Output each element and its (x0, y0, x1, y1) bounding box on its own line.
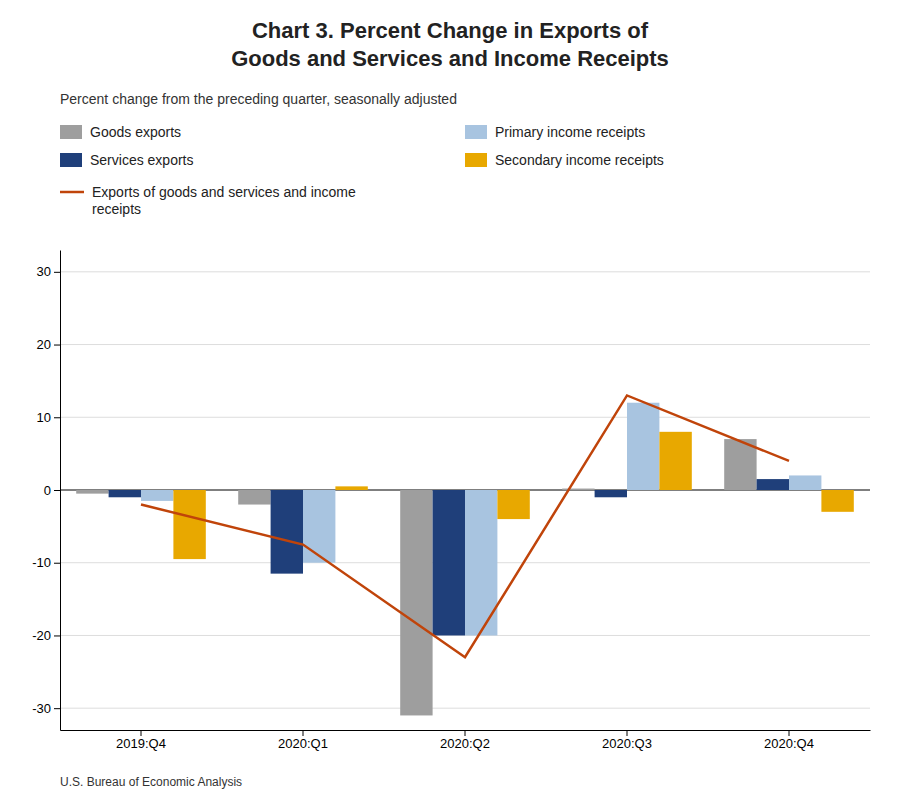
bar-series (141, 403, 821, 636)
y-tick-mark (54, 563, 60, 564)
bar (400, 490, 432, 715)
bar (562, 489, 594, 490)
legend-label: Primary income receipts (495, 124, 645, 140)
legend-swatch (60, 125, 82, 139)
x-tick-label: 2020:Q2 (440, 736, 490, 751)
x-tick: 2020:Q3 (602, 730, 652, 751)
bar-series (109, 479, 789, 635)
legend-item: Primary income receipts (465, 124, 645, 140)
x-axis: 2019:Q4 2020:Q1 2020:Q2 2020:Q3 2020:Q4 (61, 730, 871, 751)
x-tick: 2020:Q2 (440, 730, 490, 751)
legend-swatch (465, 153, 487, 167)
y-tick: -30 (32, 701, 60, 716)
legend-swatch (60, 191, 84, 194)
x-tick-mark (141, 730, 142, 736)
legend-item: Secondary income receipts (465, 152, 664, 168)
y-tick: 20 (37, 337, 60, 352)
x-tick: 2020:Q4 (764, 730, 814, 751)
x-tick-label: 2020:Q3 (602, 736, 652, 751)
legend: Goods exports Services exports Primary inc… (60, 124, 664, 217)
x-tick-label: 2020:Q1 (278, 736, 328, 751)
legend-item: Goods exports (60, 124, 181, 140)
x-tick-label: 2020:Q4 (764, 736, 814, 751)
chart-svg: Chart 3. Percent Change in Exports ofGoo… (0, 0, 900, 800)
bar (271, 490, 303, 574)
y-tick-mark (54, 708, 60, 709)
line (141, 395, 789, 657)
grid-line (60, 344, 870, 345)
y-tick-mark (54, 417, 60, 418)
bar (173, 490, 205, 559)
x-tick-mark (465, 730, 466, 736)
legend-label: Services exports (90, 152, 193, 168)
y-tick-mark (54, 272, 60, 273)
y-tick: 30 (37, 264, 60, 279)
y-tick-mark (54, 490, 60, 491)
y-tick: -20 (32, 628, 60, 643)
bar (627, 403, 659, 490)
bar (497, 490, 529, 519)
grid-line (60, 271, 870, 272)
bar (821, 490, 853, 512)
legend-swatch (465, 125, 487, 139)
title: Chart 3. Percent Change in Exports ofGoo… (231, 18, 669, 71)
subtitle: Percent change from the preceding quarte… (60, 91, 457, 107)
y-tick-label: -10 (32, 555, 51, 570)
y-tick: 0 (44, 483, 60, 498)
x-tick-mark (303, 730, 304, 736)
y-tick-label: 30 (37, 264, 51, 279)
legend-item: Exports of goods and services and income… (60, 184, 356, 217)
bar (433, 490, 465, 635)
y-tick-label: 10 (37, 410, 51, 425)
x-tick: 2020:Q1 (278, 730, 328, 751)
plot: -30 -20 -10 0 10 20 30 2019:Q4 2020:Q1 2020:Q2 202… (32, 251, 870, 752)
bar (76, 490, 108, 494)
x-tick-mark (789, 730, 790, 736)
bar (141, 490, 173, 501)
y-tick: -10 (32, 555, 60, 570)
y-tick-label: 20 (37, 337, 51, 352)
bar (789, 475, 821, 490)
bar-series (173, 432, 853, 559)
legend-item: Services exports (60, 152, 193, 168)
x-tick: 2019:Q4 (116, 730, 166, 751)
bar (757, 479, 789, 490)
y-tick: 10 (37, 410, 60, 425)
bar (303, 490, 335, 563)
bar (238, 490, 270, 505)
y-tick-mark (54, 345, 60, 346)
y-axis-line (60, 251, 61, 731)
bar (335, 486, 367, 490)
y-tick-label: 0 (44, 483, 51, 498)
y-tick-label: -30 (32, 701, 51, 716)
footnote: U.S. Bureau of Economic Analysis (60, 775, 242, 789)
bar (595, 490, 627, 497)
bar (109, 490, 141, 497)
marks (76, 395, 854, 715)
legend-label: Secondary income receipts (495, 152, 664, 168)
grid-line (60, 708, 870, 709)
legend-label: Goods exports (90, 124, 181, 140)
legend-label: Exports of goods and services and income… (92, 184, 356, 217)
legend-swatch (60, 153, 82, 167)
y-tick-mark (54, 635, 60, 636)
y-tick-label: -20 (32, 628, 51, 643)
x-tick-mark (627, 730, 628, 736)
y-axis: -30 -20 -10 0 10 20 30 (32, 251, 60, 731)
grid-line (60, 417, 870, 418)
x-tick-label: 2019:Q4 (116, 736, 166, 751)
bar (659, 432, 691, 490)
grid (60, 272, 870, 708)
